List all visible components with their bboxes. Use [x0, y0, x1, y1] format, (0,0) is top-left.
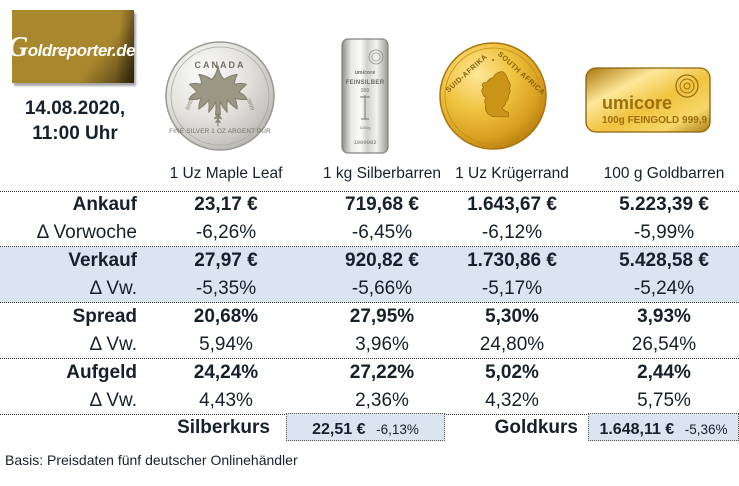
svg-text:CANADA: CANADA	[195, 60, 246, 70]
svg-text:umicore: umicore	[602, 93, 672, 113]
svg-text:100g FEINGOLD 999,9: 100g FEINGOLD 999,9	[602, 115, 707, 126]
svg-text:umicore: umicore	[355, 70, 376, 76]
svg-text:FINE SILVER 1 OZ ARGENT PUR: FINE SILVER 1 OZ ARGENT PUR	[169, 128, 271, 135]
svg-text:999: 999	[361, 88, 370, 94]
svg-text:FEINSILBER: FEINSILBER	[346, 80, 385, 86]
svg-text:1000g: 1000g	[359, 125, 370, 130]
svg-text:1000002: 1000002	[353, 139, 376, 146]
